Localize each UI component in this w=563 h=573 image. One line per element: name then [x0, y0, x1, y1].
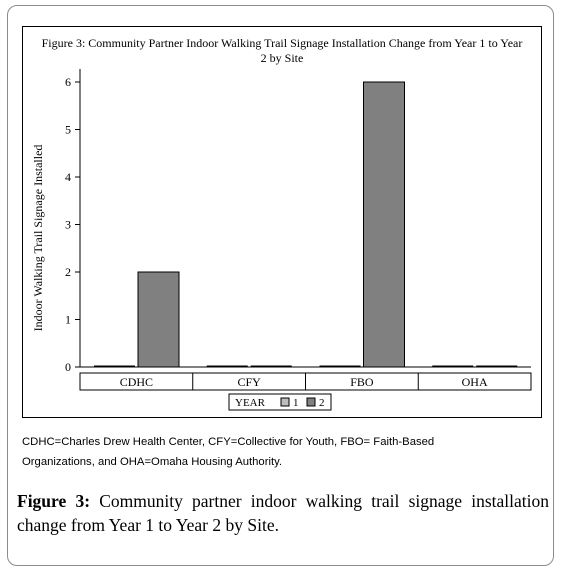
y-tick-label-6: 6 [65, 75, 71, 89]
chart-title-line-2: 2 by Site [261, 51, 304, 65]
figure-caption: Figure 3: Community partner indoor walki… [17, 489, 549, 537]
category-label-oha: OHA [462, 375, 488, 389]
legend-title: YEAR [235, 397, 266, 409]
legend-box [228, 393, 332, 411]
footnote: CDHC=Charles Drew Health Center, CFY=Col… [22, 432, 542, 472]
chart-panel: Figure 3: Community Partner Indoor Walki… [22, 26, 542, 418]
bar-cdhc-year-2 [137, 271, 180, 368]
y-tick-label-4: 4 [65, 170, 71, 184]
y-tick-label-3: 3 [65, 218, 71, 232]
caption-text: Community partner indoor walking trail s… [17, 491, 549, 535]
bar-chart: Figure 3: Community Partner Indoor Walki… [31, 36, 532, 411]
footnote-line-1: CDHC=Charles Drew Health Center, CFY=Col… [22, 436, 435, 448]
y-axis-label: Indoor Walking Trail Signage Installed [31, 145, 45, 332]
category-label-cfy: CFY [237, 375, 261, 389]
legend-label-year-1: 1 [293, 397, 299, 409]
y-tick-label-2: 2 [65, 265, 71, 279]
y-tick-label-0: 0 [65, 360, 71, 374]
bar-fbo-year-2 [363, 81, 405, 368]
legend-label-year-2: 2 [319, 397, 325, 409]
y-tick-label-1: 1 [65, 313, 71, 327]
category-label-fbo: FBO [350, 375, 374, 389]
chart-title-line-1: Figure 3: Community Partner Indoor Walki… [42, 36, 523, 50]
footnote-line-2: Organizations, and OHA=Omaha Housing Aut… [22, 456, 283, 468]
legend-swatch-year-2 [306, 397, 316, 407]
caption-label: Figure 3: [17, 491, 91, 511]
legend-swatch-year-1 [280, 397, 290, 407]
category-label-cdhc: CDHC [120, 375, 153, 389]
y-tick-label-5: 5 [65, 123, 71, 137]
